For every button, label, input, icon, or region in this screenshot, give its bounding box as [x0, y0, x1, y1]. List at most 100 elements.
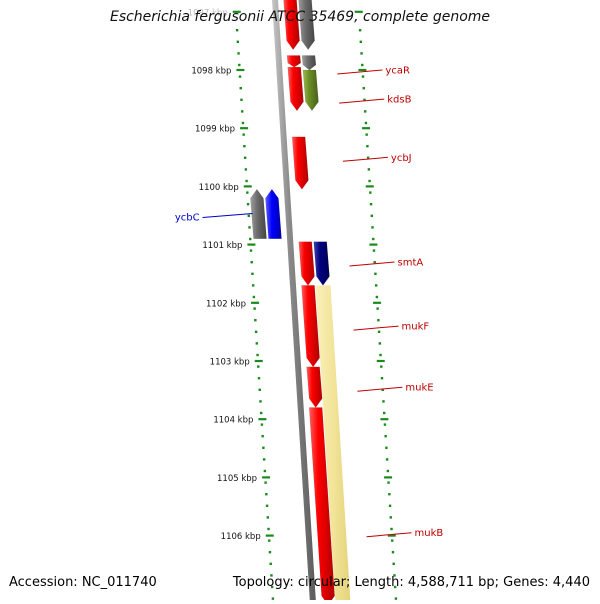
tick-dot-outer — [377, 330, 381, 333]
tick-dot — [265, 504, 269, 507]
gene-arrow[interactable] — [287, 66, 304, 112]
tick-dot — [263, 469, 267, 473]
tick-dot — [262, 446, 265, 449]
tick-dot-outer — [372, 237, 375, 241]
label-leader — [337, 69, 383, 75]
tick-dot-outer — [391, 551, 395, 554]
gene-arrow[interactable] — [286, 55, 301, 68]
gene-arrow[interactable] — [301, 285, 320, 368]
tick-dot — [270, 574, 273, 577]
gene-label-ycbJ[interactable]: ycbJ — [391, 153, 412, 164]
tick-dot-outer — [368, 179, 371, 183]
tick-dot — [251, 272, 254, 275]
tick-dot-outer — [361, 75, 365, 78]
tick-dot — [256, 353, 259, 357]
tick-label: 1105 kbp — [217, 474, 257, 484]
tick-label: 1101 kbp — [202, 241, 242, 251]
tick-dot — [243, 156, 247, 159]
tick-dot — [268, 551, 272, 554]
tick-dot — [249, 237, 252, 241]
tick-dot — [238, 63, 241, 67]
tick-dot-outer — [377, 319, 380, 322]
tick-dot — [242, 133, 245, 136]
tick-dot-outer — [371, 226, 374, 229]
gene-arrow[interactable] — [265, 188, 282, 240]
label-leader — [349, 261, 395, 267]
region-band — [315, 285, 351, 604]
gene-labels: ycaR kdsB ycbJ ycbC smtA mukF mukE mukB — [175, 66, 444, 540]
tick-label: 1106 kbp — [221, 532, 261, 542]
gene-arrow[interactable] — [302, 69, 319, 112]
backbone-line — [271, 0, 317, 604]
tick-dot-outer — [364, 110, 367, 113]
tick-dot — [255, 342, 259, 345]
tick-dot-outer — [380, 365, 383, 368]
tick-label: 1100 kbp — [199, 183, 239, 193]
tick-dot-outer — [362, 87, 365, 90]
gene-arrow[interactable] — [283, 0, 300, 51]
tick-dot-outer — [384, 435, 387, 438]
tick-dot-outer — [391, 539, 394, 542]
tick-dot — [236, 40, 240, 43]
tick-dot-outer — [392, 562, 395, 565]
tick-dot-outer — [394, 597, 398, 600]
label-leader — [366, 532, 412, 538]
tick-dot — [253, 307, 256, 310]
tick-label: 1099 kbp — [195, 125, 235, 135]
tick-dot-outer — [359, 40, 363, 43]
tick-dot — [247, 214, 250, 217]
tick-label: 1097 kbp — [188, 8, 228, 18]
tick-dot-outer — [372, 249, 376, 252]
tick-dot-outer — [387, 481, 390, 484]
tick-dot — [250, 261, 253, 264]
tick-dot — [238, 75, 242, 78]
gene-arrow[interactable] — [301, 55, 317, 71]
tick-dot — [244, 168, 248, 171]
tick-dot-outer — [388, 504, 392, 507]
feature-regions — [315, 285, 351, 604]
gene-arrow[interactable] — [298, 0, 315, 51]
gene-arrow[interactable] — [306, 366, 323, 408]
tick-dot — [251, 284, 255, 287]
gene-label-ycbC[interactable]: ycbC — [175, 213, 200, 224]
gene-label-kdsB[interactable]: kdsB — [387, 95, 411, 106]
tick-dot — [266, 516, 269, 519]
tick-dot-outer — [367, 168, 371, 171]
gene-arrow[interactable] — [298, 241, 315, 286]
gene-arrow[interactable] — [250, 188, 267, 240]
gene-label-mukB[interactable]: mukB — [415, 528, 444, 539]
tick-dot — [240, 98, 243, 101]
tick-dot-outer — [386, 469, 390, 473]
tick-dot — [269, 562, 272, 565]
gene-arrow[interactable] — [313, 241, 330, 286]
tick-dot-outer — [366, 145, 369, 148]
label-leader — [339, 98, 385, 104]
tick-dot-outer — [369, 191, 372, 194]
label-leader — [357, 386, 403, 392]
tick-dot-outer — [382, 400, 385, 403]
genome-summary-text: Topology: circular; Length: 4,588,711 bp… — [232, 575, 590, 590]
tick-dot-outer — [375, 295, 379, 299]
tick-dot — [270, 585, 274, 589]
tick-dot-outer — [374, 272, 377, 275]
tick-dot-outer — [388, 493, 391, 496]
gene-label-mukE[interactable]: mukE — [405, 383, 433, 394]
label-leader — [353, 325, 399, 331]
tick-dot — [260, 411, 263, 415]
gene-label-ycaR[interactable]: ycaR — [385, 66, 410, 77]
map-title: Escherichia fergusonii ATCC 35469, compl… — [109, 9, 491, 25]
tick-dot — [246, 191, 249, 194]
tick-dot — [248, 226, 251, 229]
tick-label: 1103 kbp — [210, 358, 250, 368]
tick-dot-outer — [360, 52, 363, 55]
gene-label-mukF[interactable]: mukF — [402, 322, 430, 333]
tick-dot-outer — [365, 133, 368, 136]
tick-dot — [265, 493, 268, 496]
scale-ticks: 1097 kbp 1098 kbp 1099 kbp 1100 kbp 1101 kbp… — [188, 8, 398, 600]
tick-dot — [249, 249, 253, 252]
gene-arrow[interactable] — [291, 136, 309, 190]
tick-dot — [235, 29, 239, 32]
tick-dot — [246, 203, 250, 206]
gene-label-smtA[interactable]: smtA — [398, 258, 424, 269]
